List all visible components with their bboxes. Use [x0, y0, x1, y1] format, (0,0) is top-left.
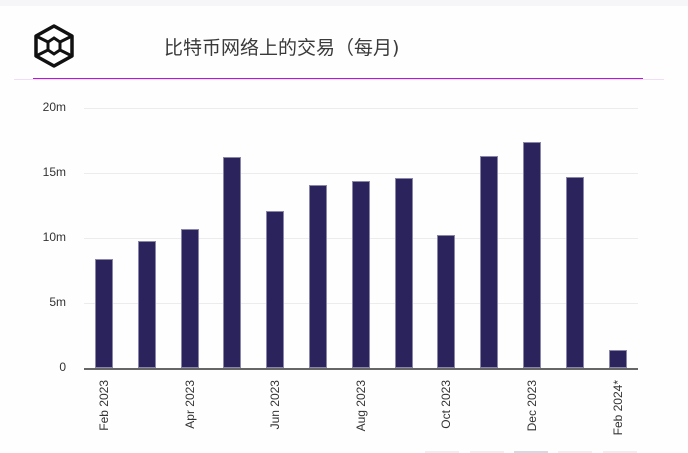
x-tick-label: Feb 2023 — [97, 380, 111, 431]
x-tick-label: Oct 2023 — [439, 380, 453, 429]
scroll-indicator — [558, 451, 592, 453]
bar-jun-2023[interactable] — [266, 211, 284, 368]
bar-may-2023[interactable] — [223, 157, 241, 368]
y-tick-label: 0 — [59, 360, 66, 374]
bar-mar-2023[interactable] — [138, 241, 156, 368]
gridline — [84, 108, 638, 109]
bar-apr-2023[interactable] — [181, 229, 199, 368]
bar-feb-2023[interactable] — [95, 259, 113, 368]
bar-feb-2024-[interactable] — [609, 350, 627, 368]
x-tick-label: Dec 2023 — [525, 380, 539, 432]
scroll-indicator — [425, 451, 459, 453]
scroll-indicator — [603, 451, 637, 453]
chart-title: 比特币网络上的交易（每月) — [164, 37, 400, 59]
header-divider-shadow — [14, 79, 664, 80]
header-divider — [33, 78, 643, 79]
x-axis-line — [84, 368, 638, 370]
x-tick-label: Jun 2023 — [268, 380, 282, 430]
bar-oct-2023[interactable] — [437, 235, 455, 368]
scroll-indicator-active — [514, 451, 548, 453]
y-tick-label: 15m — [42, 165, 66, 179]
y-tick-label: 10m — [42, 230, 66, 244]
x-tick-label: Feb 2024* — [611, 380, 625, 436]
bar-nov-2023[interactable] — [480, 156, 498, 368]
x-tick-label: Aug 2023 — [354, 380, 368, 432]
top-strip — [0, 0, 688, 6]
hexagon-cube-logo-icon — [34, 24, 74, 68]
scroll-indicator — [470, 451, 504, 453]
y-tick-label: 5m — [49, 295, 66, 309]
bar-dec-2023[interactable] — [523, 142, 541, 368]
bar-jan-2024[interactable] — [566, 177, 584, 368]
x-tick-label: Apr 2023 — [183, 380, 197, 429]
bar-sep-2023[interactable] — [395, 178, 413, 368]
y-tick-label: 20m — [42, 100, 66, 114]
gridline — [84, 173, 638, 174]
bar-aug-2023[interactable] — [352, 181, 370, 368]
bar-jul-2023[interactable] — [309, 185, 327, 368]
